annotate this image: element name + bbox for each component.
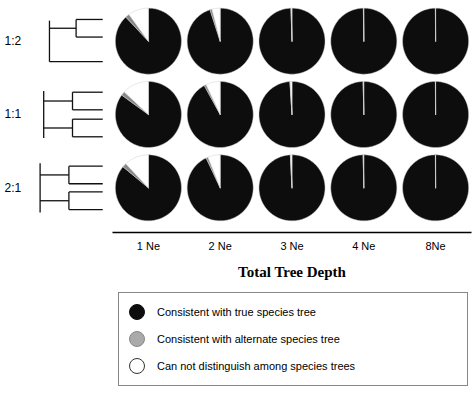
html-text:Can not distinguish among spec: Can not distinguish among species trees (157, 359, 356, 372)
svg-text:3 Ne: 3 Ne (280, 240, 303, 252)
svg-text:1:2: 1:2 (5, 34, 22, 48)
svg-text:8Ne: 8Ne (426, 240, 446, 252)
svg-text:Total Tree Depth: Total Tree Depth (238, 264, 346, 280)
svg-text:2:1: 2:1 (5, 181, 22, 195)
svg-text:1 Ne: 1 Ne (137, 240, 160, 252)
svg-text:2 Ne: 2 Ne (209, 240, 232, 252)
html-text:Consistent with alternate spec: Consistent with alternate species tree (157, 333, 340, 345)
html-text:Consistent with true species t: Consistent with true species tree (157, 306, 316, 319)
svg-text:4 Ne: 4 Ne (352, 240, 375, 252)
svg-text:1:1: 1:1 (5, 107, 22, 121)
